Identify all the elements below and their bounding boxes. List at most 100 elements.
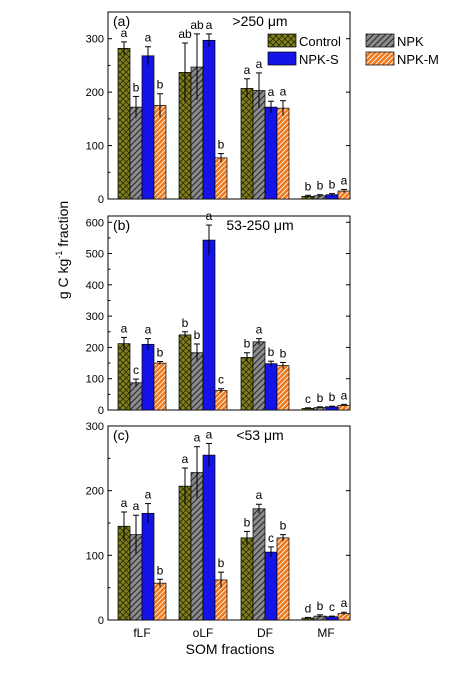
significance-letter: b	[268, 345, 275, 359]
significance-letter: b	[305, 179, 312, 193]
bar	[178, 485, 192, 621]
bar	[240, 88, 254, 200]
legend-label: NPK-S	[299, 52, 339, 67]
significance-letter: a	[244, 63, 251, 77]
significance-letter: b	[194, 328, 201, 342]
significance-letter: b	[329, 390, 336, 404]
bar	[214, 390, 228, 411]
panel-frame	[107, 11, 351, 200]
significance-letter: ab	[190, 18, 204, 32]
bar	[129, 106, 143, 200]
significance-letter: a	[145, 31, 152, 45]
significance-letter: a	[133, 499, 140, 513]
panel-label: (a)	[113, 13, 130, 29]
significance-letter: a	[256, 57, 263, 71]
significance-letter: d	[305, 601, 312, 615]
legend-swatch	[365, 51, 395, 66]
significance-letter: b	[280, 346, 287, 360]
y-tick-label: 200	[86, 342, 104, 354]
y-axis-label-superscript: -1	[54, 251, 64, 259]
legend-swatch	[267, 33, 297, 48]
bar	[141, 343, 155, 411]
significance-letter: c	[329, 600, 335, 614]
bar	[178, 334, 192, 411]
bar	[252, 341, 266, 411]
panel-frame	[107, 215, 351, 411]
bar	[214, 157, 228, 200]
y-tick-label: 500	[86, 249, 104, 261]
significance-letter: a	[341, 388, 348, 402]
x-axis-label: SOM fractions	[186, 641, 275, 657]
y-tick-label: 100	[86, 141, 104, 153]
bar	[117, 343, 131, 411]
panel-title: 53-250 μm	[226, 217, 293, 233]
significance-letter: a	[206, 18, 213, 32]
bar	[129, 382, 143, 411]
significance-letter: b	[157, 346, 164, 360]
bar	[202, 454, 216, 621]
significance-letter: c	[133, 363, 139, 377]
y-tick-label: 100	[86, 550, 104, 562]
bar	[276, 365, 290, 411]
x-tick-label: DF	[257, 626, 273, 640]
legend-swatch	[267, 51, 297, 66]
significance-letter: a	[280, 85, 287, 99]
legend-swatch	[365, 33, 395, 48]
y-tick-label: 400	[86, 280, 104, 292]
y-axis-label-suffix: fraction	[55, 201, 71, 251]
significance-letter: b	[244, 337, 251, 351]
significance-letter: a	[121, 321, 128, 335]
bar	[141, 512, 155, 621]
y-tick-label: 0	[98, 194, 104, 206]
significance-letter: a	[121, 496, 128, 510]
significance-letter: a	[256, 488, 263, 502]
y-tick-label: 0	[98, 405, 104, 417]
significance-letter: b	[218, 138, 225, 152]
bar	[264, 551, 278, 621]
panel-title: <53 μm	[236, 427, 283, 443]
y-tick-label: 300	[86, 34, 104, 46]
x-tick-label: MF	[317, 626, 334, 640]
significance-letter: a	[145, 323, 152, 337]
y-tick-label: 200	[86, 87, 104, 99]
bar	[202, 239, 216, 411]
bar	[276, 537, 290, 621]
legend-label: NPK	[397, 34, 424, 49]
bar	[153, 105, 167, 200]
bar	[276, 107, 290, 200]
significance-letter: ab	[178, 27, 192, 41]
significance-letter: a	[268, 85, 275, 99]
significance-letter: a	[206, 209, 213, 223]
legend: Control NPK NPK-S NPK-M	[267, 33, 439, 67]
bar	[240, 537, 254, 621]
significance-letter: b	[133, 80, 140, 94]
bar	[252, 508, 266, 621]
bar	[264, 363, 278, 411]
bar	[153, 582, 167, 621]
significance-letter: b	[317, 599, 324, 613]
bar	[240, 357, 254, 411]
legend-label: Control	[299, 34, 341, 49]
bar	[141, 55, 155, 200]
significance-letter: a	[182, 452, 189, 466]
significance-letter: c	[305, 392, 311, 406]
y-tick-label: 200	[86, 486, 104, 498]
significance-letter: b	[317, 179, 324, 193]
bar	[264, 106, 278, 200]
significance-letter: a	[341, 596, 348, 610]
panel-label: (b)	[113, 217, 130, 233]
y-axis-label: g C kg-1 fraction	[54, 201, 71, 299]
significance-letter: b	[218, 556, 225, 570]
significance-letter: b	[182, 316, 189, 330]
significance-letter: c	[218, 373, 224, 387]
y-tick-label: 100	[86, 374, 104, 386]
significance-letter: b	[157, 563, 164, 577]
panel-title: >250 μm	[232, 13, 287, 29]
x-tick-label: oLF	[193, 626, 214, 640]
legend-label: NPK-M	[397, 52, 439, 67]
y-tick-label: 600	[86, 217, 104, 229]
